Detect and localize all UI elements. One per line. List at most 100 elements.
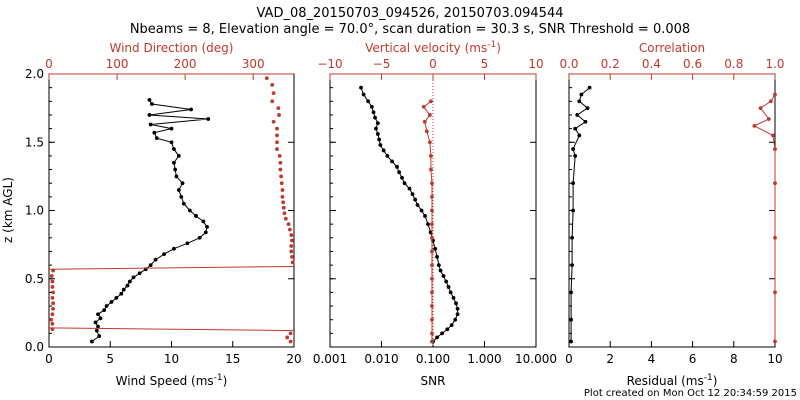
residual-point <box>570 235 574 240</box>
residual-point <box>569 290 573 295</box>
x-top-tick-label: 0 <box>429 57 437 71</box>
wind-speed-point <box>97 334 102 338</box>
wind-direction-point <box>281 200 286 205</box>
snr-point <box>366 99 371 104</box>
snr-point <box>435 335 439 340</box>
wind-speed-point <box>150 102 154 106</box>
x-bottom-tick-label: 10 <box>767 352 782 366</box>
y-tick-label: 1.5 <box>25 135 44 149</box>
wind-direction-point <box>49 274 54 278</box>
wind-direction-point <box>51 290 55 295</box>
wind-direction-point <box>50 285 55 289</box>
panel-3: 0 2 4 6 8 10 0.0 0.2 0.4 0.6 0.8 1.0 <box>559 57 784 366</box>
vertical-velocity-point <box>421 104 426 109</box>
wind-speed-point <box>173 167 178 172</box>
snr-point <box>436 263 441 267</box>
wind-direction-point <box>281 205 286 210</box>
wind-direction-point <box>285 335 290 340</box>
vertical-velocity-point <box>430 208 434 213</box>
x-bottom-axis-label: Wind Speed (ms-1) <box>116 373 228 388</box>
correlation-point <box>773 147 777 151</box>
wind-speed-line <box>91 99 209 342</box>
snr-point <box>397 170 402 175</box>
snr-point <box>449 323 454 328</box>
snr-point <box>374 126 378 131</box>
x-bottom-tick-label: 1.000 <box>467 352 501 366</box>
wind-direction-point <box>270 99 275 104</box>
x-top-tick-label: 0.4 <box>642 57 661 71</box>
wind-speed-point <box>137 271 142 276</box>
wind-speed-point <box>153 257 158 262</box>
correlation-point <box>768 99 773 104</box>
vertical-velocity-point <box>430 317 434 322</box>
wind-direction-point <box>278 160 283 165</box>
vertical-velocity-point <box>430 263 434 267</box>
plot-frame <box>48 73 295 348</box>
snr-point <box>400 175 404 180</box>
snr-point <box>407 186 412 191</box>
wind-direction-point <box>290 238 294 243</box>
wind-direction-point <box>283 216 288 221</box>
wind-speed-point <box>121 287 126 292</box>
snr-point <box>423 214 427 218</box>
plot-frame <box>568 73 776 348</box>
snr-point <box>410 192 415 197</box>
wind-direction-point <box>271 119 276 124</box>
snr-point <box>375 121 380 126</box>
vertical-velocity-point <box>430 235 434 240</box>
correlation-point <box>758 106 763 111</box>
vertical-velocity-point <box>429 154 433 158</box>
wind-speed-point <box>119 291 124 296</box>
x-bottom-tick-label: 0.010 <box>364 352 398 366</box>
wind-direction-point <box>275 126 279 131</box>
x-top-tick-label: 300 <box>242 57 265 71</box>
snr-point <box>454 301 458 306</box>
residual-point <box>569 339 573 344</box>
x-top-tick-label: 100 <box>106 57 129 71</box>
wind-speed-point <box>148 122 153 127</box>
fit-bound-line <box>48 327 295 332</box>
wind-direction-point <box>50 279 55 284</box>
wind-speed-point <box>201 219 206 224</box>
wind-speed-point <box>109 300 114 304</box>
residual-point <box>571 181 576 186</box>
snr-point <box>451 295 456 300</box>
wind-speed-point <box>162 252 167 257</box>
snr-point <box>445 327 450 332</box>
wind-speed-point <box>102 308 107 313</box>
correlation-point <box>773 235 777 240</box>
x-top-tick-label: 10 <box>528 57 543 71</box>
y-tick-label: 1.0 <box>25 204 44 218</box>
snr-point <box>381 148 386 153</box>
correlation-point <box>773 290 777 295</box>
wind-direction-point <box>50 312 55 317</box>
wind-direction-point <box>282 211 287 216</box>
residual-point <box>587 85 592 90</box>
wind-direction-point <box>278 167 283 172</box>
wind-direction-point <box>280 194 285 199</box>
residual-point <box>579 92 584 97</box>
snr-point <box>361 92 366 97</box>
wind-speed-point <box>104 304 109 308</box>
wind-direction-point <box>264 76 269 80</box>
wind-speed-point <box>194 214 198 218</box>
vertical-velocity-point <box>430 339 434 344</box>
residual-point <box>577 99 582 104</box>
wind-speed-point <box>96 324 100 329</box>
snr-line <box>360 87 459 342</box>
vertical-velocity-point <box>430 222 434 227</box>
x-bottom-tick-label: 5 <box>106 352 114 366</box>
wind-direction-point <box>49 317 53 322</box>
correlation-point <box>766 117 771 121</box>
correlation-point <box>773 339 777 344</box>
wind-speed-point <box>96 312 100 317</box>
panel-1: 0.00.51.01.52.00 5 10 15 200 100 200 300 <box>25 57 302 366</box>
wind-speed-point <box>89 339 94 344</box>
snr-point <box>371 110 376 115</box>
wind-speed-point <box>206 117 211 121</box>
vertical-velocity-point <box>428 113 432 117</box>
x-top-tick-label: 5 <box>481 57 489 71</box>
x-bottom-tick-label: 20 <box>286 352 301 366</box>
